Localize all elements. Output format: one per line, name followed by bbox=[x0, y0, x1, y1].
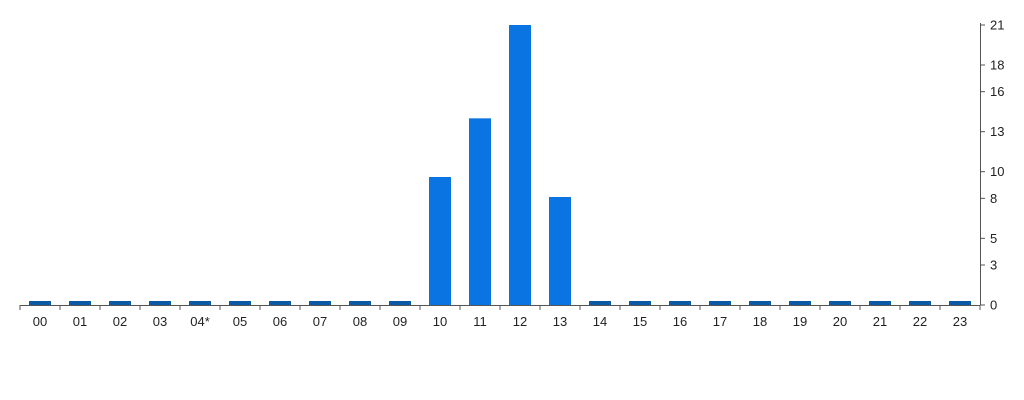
y-tick-label: 13 bbox=[990, 124, 1004, 139]
x-tick-label: 16 bbox=[673, 314, 687, 329]
bar-17 bbox=[709, 301, 731, 305]
bar-22 bbox=[909, 301, 931, 305]
x-tick-label: 02 bbox=[113, 314, 127, 329]
bar-06 bbox=[269, 301, 291, 305]
bar-18 bbox=[749, 301, 771, 305]
bar-13 bbox=[549, 197, 571, 305]
y-tick-label: 8 bbox=[990, 191, 997, 206]
bar-14 bbox=[589, 301, 611, 305]
x-tick-label: 09 bbox=[393, 314, 407, 329]
x-tick-label: 01 bbox=[73, 314, 87, 329]
x-tick-label: 17 bbox=[713, 314, 727, 329]
x-tick-label: 20 bbox=[833, 314, 847, 329]
x-tick-label: 00 bbox=[33, 314, 47, 329]
x-tick-label: 07 bbox=[313, 314, 327, 329]
x-tick-label: 11 bbox=[473, 314, 487, 329]
x-tick-label: 05 bbox=[233, 314, 247, 329]
x-tick-label: 06 bbox=[273, 314, 287, 329]
bar-12 bbox=[509, 25, 531, 305]
y-tick-label: 5 bbox=[990, 231, 997, 246]
x-tick-label: 03 bbox=[153, 314, 167, 329]
bar-19 bbox=[789, 301, 811, 305]
y-tick-label: 10 bbox=[990, 164, 1004, 179]
bar-00 bbox=[29, 301, 51, 305]
bar-02 bbox=[109, 301, 131, 305]
bars-layer bbox=[29, 25, 971, 305]
bar-15 bbox=[629, 301, 651, 305]
bar-08 bbox=[349, 301, 371, 305]
x-tick-label: 21 bbox=[873, 314, 887, 329]
bar-20 bbox=[829, 301, 851, 305]
y-tick-label: 0 bbox=[990, 298, 997, 313]
x-tick-label: 10 bbox=[433, 314, 447, 329]
bar-21 bbox=[869, 301, 891, 305]
bar-09 bbox=[389, 301, 411, 305]
x-tick-label: 15 bbox=[633, 314, 647, 329]
bar-07 bbox=[309, 301, 331, 305]
y-tick-label: 3 bbox=[990, 258, 997, 273]
bar-04-star bbox=[189, 301, 211, 305]
bar-23 bbox=[949, 301, 971, 305]
y-tick-label: 16 bbox=[990, 84, 1004, 99]
bar-11 bbox=[469, 118, 491, 305]
y-tick-label: 21 bbox=[990, 18, 1004, 33]
x-tick-label: 18 bbox=[753, 314, 767, 329]
axes-layer bbox=[19, 23, 985, 310]
bar-16 bbox=[669, 301, 691, 305]
x-tick-label: 12 bbox=[513, 314, 527, 329]
bar-10 bbox=[429, 177, 451, 305]
x-tick-label: 13 bbox=[553, 314, 567, 329]
bar-03 bbox=[149, 301, 171, 305]
x-tick-label: 14 bbox=[593, 314, 607, 329]
bar-01 bbox=[69, 301, 91, 305]
x-tick-label: 04* bbox=[190, 314, 210, 329]
x-tick-label: 19 bbox=[793, 314, 807, 329]
y-tick-label: 18 bbox=[990, 58, 1004, 73]
bar-05 bbox=[229, 301, 251, 305]
x-tick-label: 08 bbox=[353, 314, 367, 329]
x-tick-label: 22 bbox=[913, 314, 927, 329]
x-tick-label: 23 bbox=[953, 314, 967, 329]
